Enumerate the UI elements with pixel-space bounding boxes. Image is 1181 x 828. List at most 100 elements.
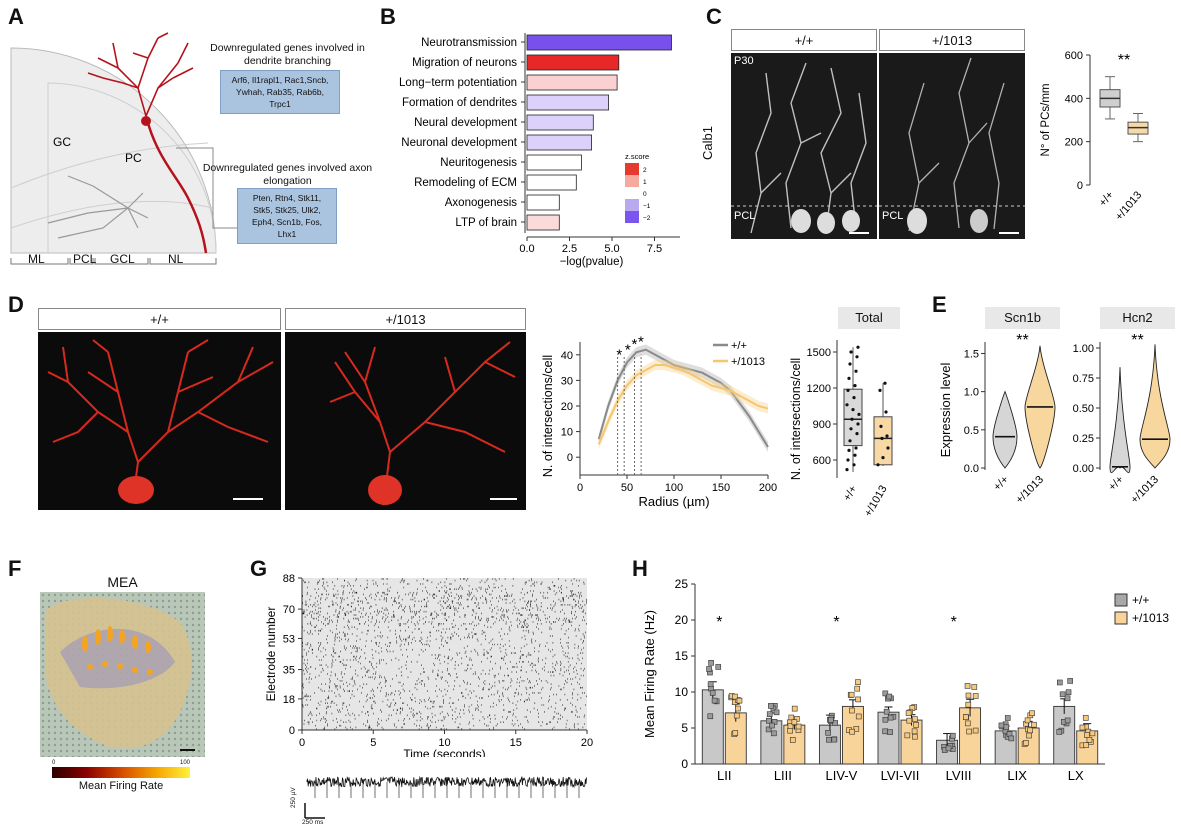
d-total-point [852,463,856,467]
b-category-label: Neuritogenesis [440,157,517,169]
g-xtick-label: 10 [438,737,450,749]
h-point [791,719,798,725]
c-age-label: P30 [734,55,754,67]
d-sholl-xtick-label: 200 [759,482,777,494]
b-bar [526,94,609,111]
b-category-label: Neurotransmission [421,37,517,49]
box-bottom-genes: Pten, Rtn4, Stk11, Stk5, Stk25, Ulk2, Ep… [237,188,337,244]
b-category-label: Migration of neurons [412,57,517,69]
h-point [883,708,890,715]
d-total-point [851,408,855,412]
d-sholl-xtick-label: 50 [621,482,633,494]
b-bar [526,154,582,171]
d-total-point [853,453,857,457]
gc-label: GC [53,135,71,149]
panel-d-total-chart: 600 900 1200 1500 N. of intersections/cell +/… [789,340,893,519]
h-point [715,664,722,670]
b-xtick-label: 7.5 [647,243,662,255]
d-total-point [854,446,858,450]
b-legend-swatch [625,163,639,175]
g-ytick-label: 88 [283,573,295,585]
h-point [1059,691,1066,698]
d-total-point [846,458,850,462]
h-point [1008,735,1015,742]
h-ytick-label: 15 [675,649,689,663]
h-point [1023,740,1029,746]
c-signif: ** [1118,52,1130,69]
h-point [708,660,714,666]
e-ytick-label: 1.5 [964,348,979,360]
h-point [887,714,894,721]
c-xtick-label: +/1013 [1113,189,1144,223]
h-ylabel: Mean Firing Rate (Hz) [642,610,657,738]
e-ytick-label: 0.00 [1073,463,1094,475]
d-sholl-signif: * [638,334,644,351]
d-total-ytick-label: 900 [813,419,831,431]
box-top-title: Downregulated genes involved in dendrite… [210,42,365,67]
panel-c-box-chart: 0 200 400 600 N° of PCs/mm +/++/1013 ** [1040,50,1149,223]
d-total-ytick-label: 600 [813,455,831,467]
h-point [1082,715,1089,721]
e-violin [1109,367,1131,474]
h-point [912,716,918,722]
h-point [707,713,714,720]
h-xtick-label: LVI-VII [881,768,920,783]
d-total-point [853,384,857,388]
c-header-wt: +/+ [731,29,877,51]
h-xtick-label: LIX [1007,768,1027,783]
layer-pcl: PCL [73,252,97,266]
h-point [831,736,838,743]
h-point [965,701,972,708]
h-point [1064,717,1071,724]
h-point [945,745,952,752]
g-scale-t: 250 ms [302,819,324,826]
panel-label-d: D [8,292,24,317]
panel-a-diagram: GC PC [10,32,263,265]
h-point [966,728,973,735]
d-sholl-xtick-label: 150 [712,482,730,494]
panel-d-sholl-chart: 0 10 20 30 40 0 50 100 150 200 Radius (µm) N. of in… [541,334,777,509]
b-xtick-label: 5.0 [604,243,619,255]
g-ytick-label: 53 [283,633,295,645]
d-image-wt [38,332,281,510]
d-total-box [873,416,893,466]
c-ytick-label: 0 [1077,180,1083,192]
h-point [1057,679,1063,686]
h-point [904,732,911,739]
d-total-xtick-label: +/+ [841,484,859,504]
d-total-point [883,381,887,385]
h-ytick-label: 25 [675,577,689,591]
h-xtick-label: LVIII [946,768,972,783]
c-ytick-label: 200 [1065,137,1083,149]
g-xtick-label: 15 [510,737,522,749]
h-point [1029,710,1035,717]
b-bar [526,114,594,131]
h-point [788,714,795,721]
h-point [1086,737,1093,743]
h-point [707,681,714,688]
d-total-point [855,355,859,359]
layer-nl: NL [168,252,184,266]
h-point [828,717,834,723]
d-total-point [846,388,850,392]
d-sholl-xtick-label: 0 [577,482,583,494]
h-point [711,697,718,704]
b-category-label: Neuronal development [401,137,518,149]
c-ytick-label: 400 [1065,93,1083,105]
h-bar [1053,705,1076,765]
d-header-mut: +/1013 [285,308,526,330]
h-point [766,711,773,717]
b-legend-swatch [625,175,639,187]
d-sholl-line [597,364,769,445]
c-image-wt: P30 PCL [731,53,877,239]
c-pcl-label-mut: PCL [882,210,904,222]
h-point [736,697,743,704]
b-category-label: Neural development [414,117,518,129]
h-point [949,732,956,739]
b-legend-tick: 2 [643,167,647,174]
h-xtick-label: LIII [774,768,792,783]
h-point [765,717,772,724]
panel-label-f: F [8,556,22,581]
h-point [1004,715,1011,721]
